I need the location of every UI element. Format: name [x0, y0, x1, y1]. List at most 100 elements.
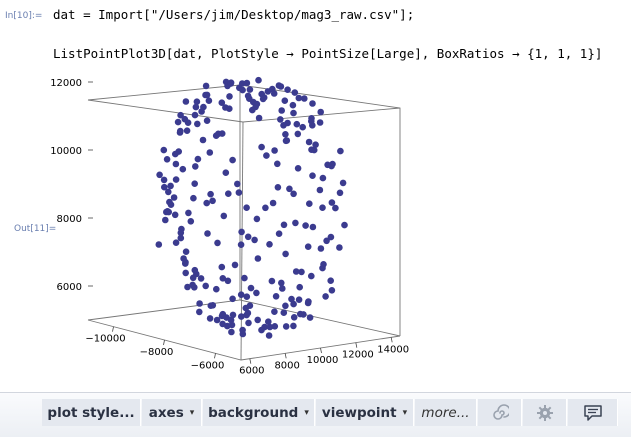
more-label: more...: [421, 404, 470, 421]
data-point: [198, 108, 205, 115]
data-point: [197, 275, 205, 282]
data-point: [194, 155, 202, 163]
data-point: [213, 285, 220, 293]
y-tick-label: 14000: [377, 344, 409, 355]
data-point: [304, 243, 312, 250]
data-point: [203, 91, 211, 99]
plot-code-line[interactable]: ListPointPlot3D[dat, PlotStyle → PointSi…: [53, 46, 603, 61]
data-point: [177, 234, 185, 242]
import-code-line[interactable]: dat = Import["/Users/jim/Desktop/mag3_ra…: [53, 7, 415, 22]
data-point: [189, 274, 197, 282]
data-point: [323, 237, 330, 245]
data-point: [220, 212, 228, 220]
data-point: [227, 79, 235, 86]
data-point: [253, 289, 260, 297]
data-point: [253, 215, 261, 223]
undo-spiral-button[interactable]: [478, 399, 522, 426]
data-point: [218, 99, 226, 106]
viewpoint-button[interactable]: viewpoint ▾: [316, 399, 414, 426]
data-point: [305, 138, 313, 146]
tick-mark: [112, 326, 114, 332]
data-point: [192, 163, 199, 170]
data-point: [245, 319, 252, 327]
data-point: [295, 94, 303, 102]
data-point: [224, 277, 232, 285]
data-point: [266, 323, 274, 331]
data-point: [229, 295, 236, 303]
data-point: [244, 233, 252, 241]
data-point: [231, 261, 239, 269]
z-tick-label: 8000: [57, 214, 82, 225]
data-point: [259, 95, 267, 103]
data-point: [280, 309, 288, 317]
data-point: [290, 109, 297, 117]
data-point: [317, 245, 325, 252]
data-point: [160, 146, 168, 154]
tick-mark: [214, 353, 216, 359]
settings-button[interactable]: [523, 399, 567, 426]
data-point: [282, 250, 289, 258]
data-point: [234, 180, 241, 188]
data-point: [275, 230, 283, 237]
data-point: [270, 90, 278, 97]
data-point: [165, 188, 172, 196]
data-point: [179, 165, 187, 173]
data-point: [298, 268, 305, 276]
data-point: [308, 146, 315, 153]
gear-icon: [536, 404, 553, 421]
data-point: [206, 149, 214, 156]
data-point: [182, 269, 189, 277]
data-point: [228, 328, 235, 336]
bounding-box: [87, 84, 401, 361]
speech-bubble-icon: [583, 404, 602, 421]
data-point: [222, 104, 229, 111]
data-point: [290, 190, 297, 198]
y-tick-label: 8000: [274, 360, 299, 371]
data-point: [205, 97, 213, 104]
data-point: [294, 130, 302, 138]
comment-button[interactable]: [568, 399, 618, 426]
data-point: [332, 204, 339, 212]
data-point: [277, 83, 285, 90]
data-point: [171, 211, 179, 219]
data-point: [302, 222, 309, 229]
data-point: [274, 160, 281, 168]
chevron-down-icon: ▾: [189, 407, 195, 418]
data-point: [203, 117, 211, 124]
data-point: [290, 314, 298, 321]
more-button[interactable]: more...: [415, 399, 477, 426]
data-point: [172, 239, 180, 246]
data-point: [309, 172, 316, 179]
data-point: [291, 89, 299, 96]
data-point: [182, 98, 190, 105]
data-point: [177, 127, 184, 135]
data-point: [237, 291, 245, 299]
data-point: [219, 275, 227, 282]
data-point: [290, 300, 297, 308]
background-button[interactable]: background ▾: [203, 399, 315, 426]
data-point: [172, 176, 180, 183]
data-point: [199, 136, 207, 144]
chevron-down-icon: ▾: [402, 407, 408, 418]
data-point: [328, 287, 336, 294]
data-point: [292, 268, 300, 275]
data-point: [227, 316, 235, 324]
plot-style-button[interactable]: plot style...: [42, 399, 141, 426]
viewpoint-label: viewpoint: [321, 404, 397, 421]
data-point: [219, 320, 226, 328]
data-point: [163, 156, 171, 163]
x-tick-label: −10000: [85, 334, 125, 345]
data-point: [308, 117, 315, 125]
data-point: [290, 322, 297, 330]
data-point: [272, 293, 280, 300]
data-point: [301, 95, 308, 102]
axes-button[interactable]: axes ▾: [142, 399, 202, 426]
data-point: [243, 79, 251, 87]
data-point: [182, 248, 190, 255]
data-point: [328, 199, 336, 206]
data-point: [212, 132, 220, 139]
box-back-left: [87, 84, 241, 321]
data-point: [251, 236, 258, 244]
data-point: [319, 174, 327, 182]
